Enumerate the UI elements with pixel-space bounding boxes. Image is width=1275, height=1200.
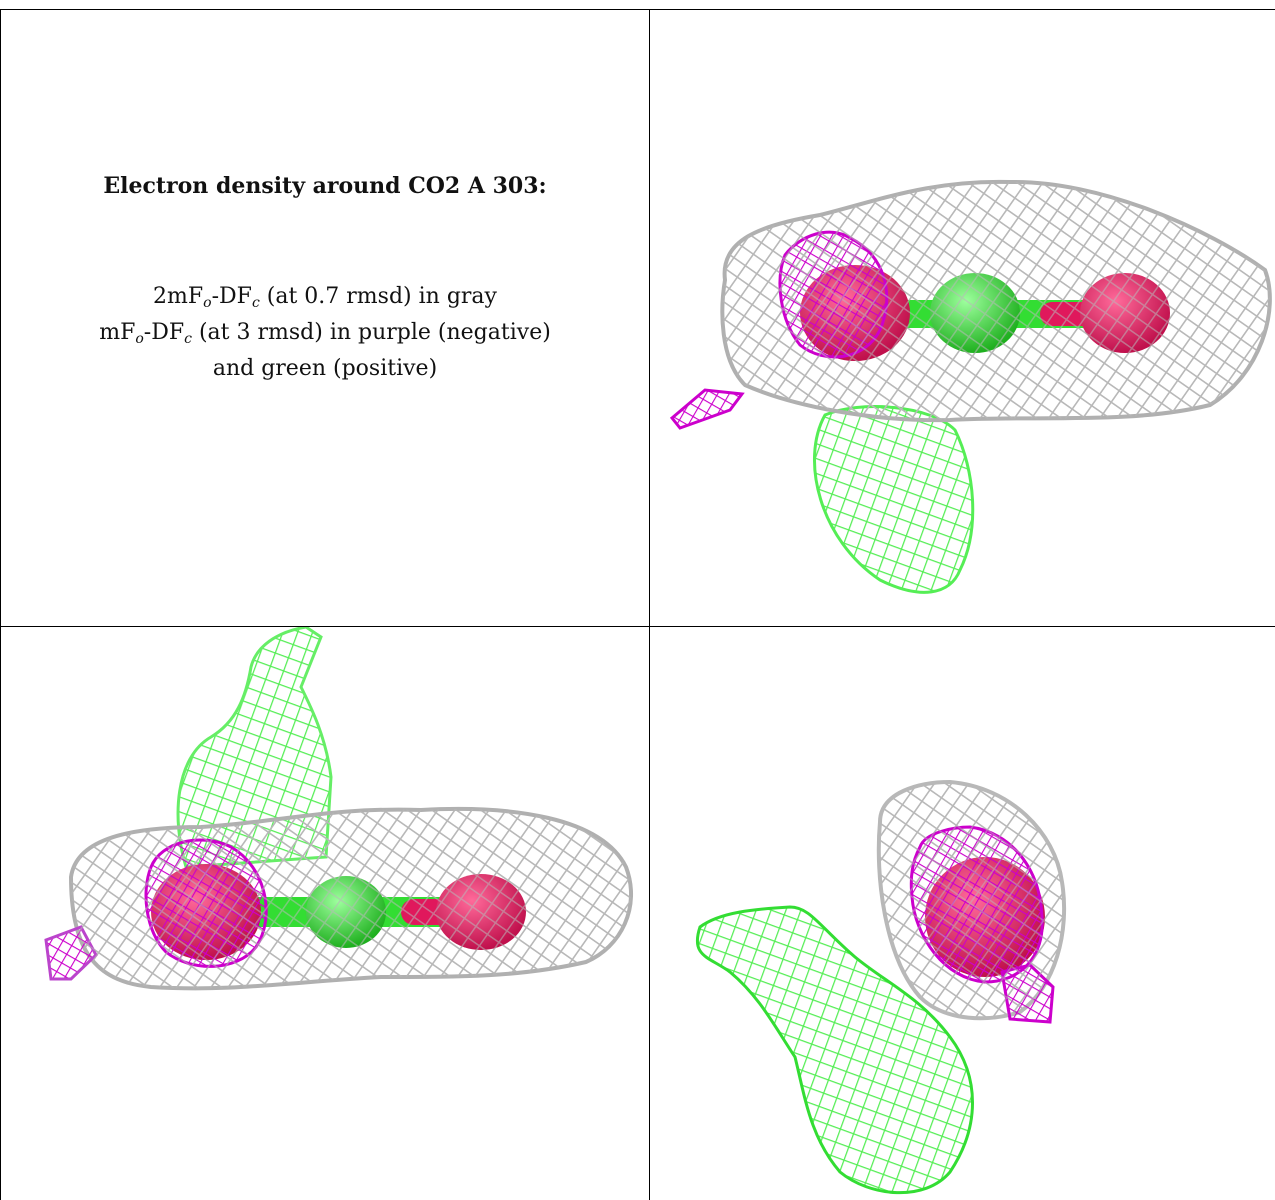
caption-body: 2mFo-DFc (at 0.7 rmsd) in gray mFo-DFc (…	[1, 282, 649, 384]
density-render-2	[44, 627, 633, 991]
density-render-1	[669, 179, 1272, 594]
caption-map2-tail: and green (positive)	[212, 356, 438, 381]
negative-density-blob	[669, 388, 745, 430]
positive-density-mesh	[813, 405, 975, 594]
table-divider-vertical	[649, 9, 650, 1200]
caption-map1-line: 2mFo-DFc (at 0.7 rmsd) in gray	[153, 284, 497, 311]
positive-density-mesh	[176, 627, 333, 869]
density-view-2	[1, 627, 649, 1200]
table-border-top	[0, 9, 1275, 10]
caption-map2-line: mFo-DFc (at 3 rmsd) in purple (negative)	[99, 320, 551, 347]
density-render-3	[695, 779, 1067, 1195]
caption-cell: Electron density around CO2 A 303: 2mFo-…	[1, 10, 649, 626]
table-divider-horizontal	[0, 626, 1275, 627]
table-border-left	[0, 9, 1, 1200]
positive-density-mesh	[695, 905, 974, 1195]
density-view-3	[650, 627, 1275, 1200]
density-view-1	[650, 10, 1275, 626]
caption-title: Electron density around CO2 A 303:	[103, 173, 547, 199]
